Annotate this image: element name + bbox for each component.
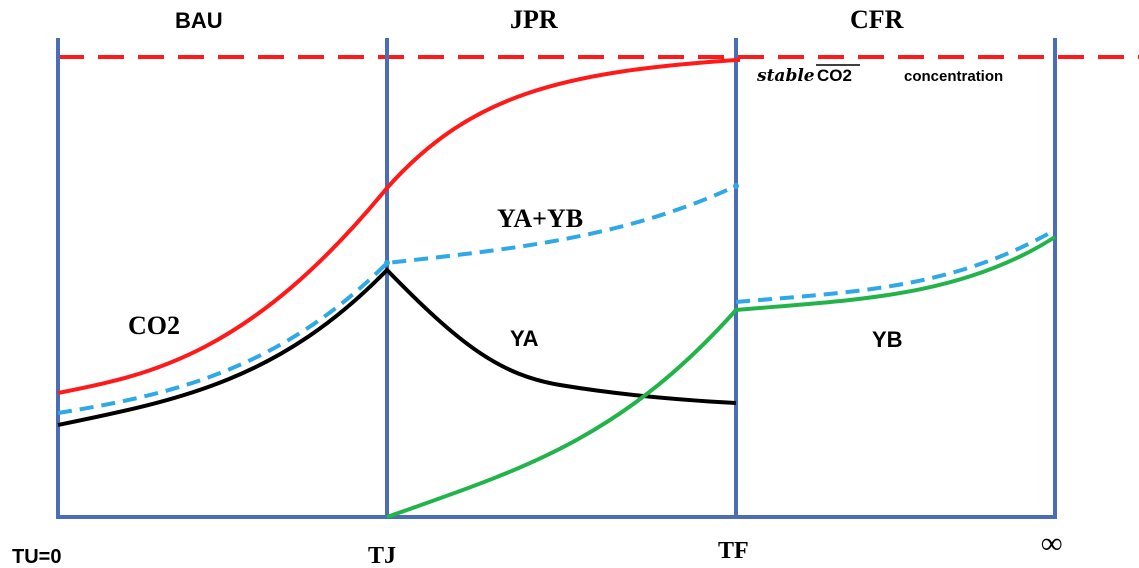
- yb-curve: [386, 235, 1057, 519]
- ya-curve: [57, 267, 737, 427]
- stable-annotation: stable CO2 concentration: [756, 64, 1003, 86]
- time-label-infinity: ∞: [1041, 527, 1062, 560]
- stable-co2: CO2: [817, 66, 852, 85]
- label-ya: YA: [510, 326, 539, 351]
- time-label-tf: TF: [718, 538, 749, 564]
- label-co2: CO2: [128, 311, 180, 340]
- marker-tf: [733, 183, 739, 189]
- region-label-bau: BAU: [175, 8, 223, 33]
- stable-suffix: concentration: [904, 68, 1003, 85]
- region-label-cfr: CFR: [850, 5, 904, 34]
- time-label-tu0: TU=0: [12, 546, 61, 568]
- frame: [56, 38, 1057, 519]
- ya-yb-curve: [57, 184, 737, 415]
- stable-prefix: stable: [756, 66, 815, 86]
- co2-curve: [57, 58, 740, 395]
- ya-yb-curve-tail: [735, 228, 1056, 304]
- label-ya-yb: YA+YB: [497, 204, 583, 233]
- time-label-tj: TJ: [368, 543, 396, 568]
- region-label-jpr: JPR: [510, 5, 558, 34]
- marker-tj: [384, 260, 390, 266]
- label-yb: YB: [872, 327, 903, 352]
